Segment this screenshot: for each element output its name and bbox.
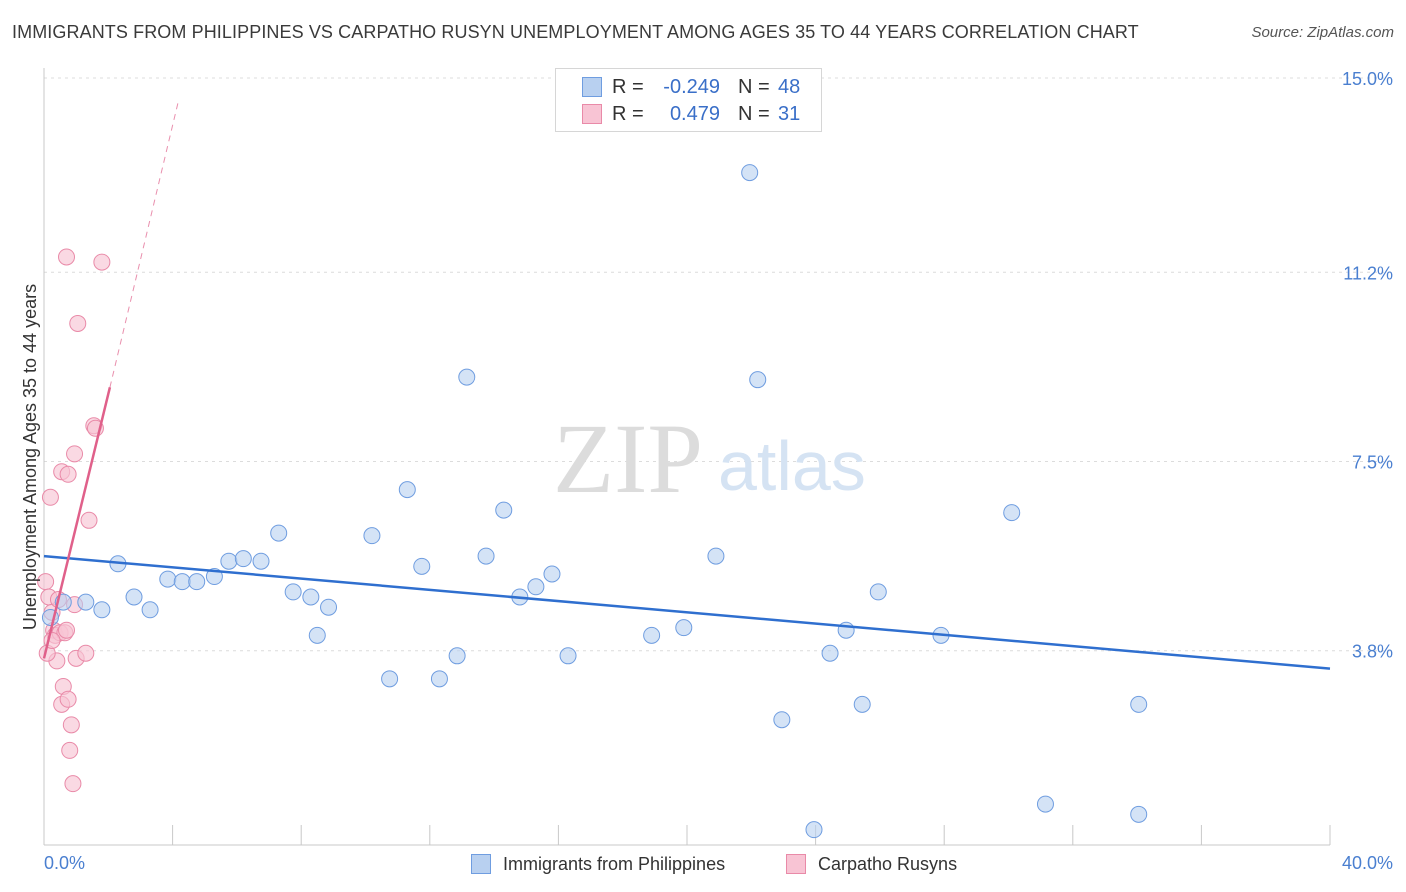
rusyn-point [59,465,77,483]
philippines-point [543,565,561,583]
rusyn-point [62,716,80,734]
philippines-point [188,573,206,591]
philippines-point [869,583,887,601]
philippines-trend-line [43,554,1331,670]
philippines-point [749,371,767,389]
philippines-point [234,550,252,568]
y-tick-label: 3.8% [1352,642,1393,662]
legend-label-philippines: Immigrants from Philippines [503,853,726,874]
rusyn-point [41,488,59,506]
rusyn-point [69,314,87,332]
rusyn-point [77,644,95,662]
rusyn-point [59,690,77,708]
n-label: N = [738,102,770,125]
philippines-point [853,695,871,713]
rusyns-swatch [786,854,806,874]
y-tick-label: 15.0% [1342,69,1393,89]
rusyn-trend-extension [109,98,180,388]
rusyn-point [64,775,82,793]
n-label: N = [738,75,770,98]
r-label: R = [612,75,644,98]
rusyn-point [93,253,111,271]
philippines-point [707,547,725,565]
series-carpatho-rusyns [37,248,111,793]
philippines-point [173,573,191,591]
rusyn-point [58,248,76,266]
y-tick-label: 11.2% [1343,263,1393,283]
philippines-point [773,711,791,729]
philippines-point [527,578,545,596]
y-axis-label: Unemployment Among Ages 35 to 44 years [20,284,40,630]
rusyn-point [61,741,79,759]
philippines-point [1003,504,1021,522]
philippines-point [320,598,338,616]
series-philippines [41,164,1148,839]
philippines-point [284,583,302,601]
y-tick-label: 7.5% [1352,453,1393,473]
philippines-point [220,552,238,570]
watermark-atlas: atlas [718,427,866,505]
philippines-point [270,524,288,542]
rusyn-point [58,621,76,639]
legend-item-philippines: Immigrants from Philippines [471,852,725,876]
philippines-point [821,644,839,662]
x-tick-label: 0.0% [44,853,85,873]
philippines-point [398,481,416,499]
philippines-point [1036,795,1054,813]
rusyn-point [66,445,84,463]
philippines-point [1130,695,1148,713]
r-label: R = [612,102,644,125]
chart-title: IMMIGRANTS FROM PHILIPPINES VS CARPATHO … [12,22,1139,42]
source-note: Source: ZipAtlas.com [1251,24,1394,41]
watermark: ZIP atlas [553,403,866,514]
philippines-point [675,619,693,637]
philippines-point [308,626,326,644]
legend-row-rusyns: R = 0.479 N = 31 [582,101,800,127]
legend-row-philippines: R = -0.249 N = 48 [582,74,800,100]
philippines-swatch [582,77,602,97]
philippines-point [1130,805,1148,823]
n-value: 31 [778,102,801,125]
philippines-point [741,164,759,182]
philippines-point [302,588,320,606]
philippines-point [141,601,159,619]
r-value: 0.479 [669,102,720,125]
philippines-point [413,557,431,575]
philippines-point [643,626,661,644]
legend-item-rusyns: Carpatho Rusyns [786,852,957,876]
trend-lines [42,98,1331,670]
philippines-point [448,647,466,665]
philippines-point [252,552,270,570]
philippines-point [477,547,495,565]
axes [43,68,1331,846]
r-value: -0.249 [663,75,720,98]
rusyns-swatch [582,104,602,124]
philippines-point [559,647,577,665]
philippines-point [495,501,513,519]
philippines-point [93,601,111,619]
philippines-point [430,670,448,688]
n-value: 48 [778,75,801,98]
correlation-legend: R = -0.249 N = 48 R = 0.479 N = 31 [555,68,822,132]
rusyn-point [80,511,98,529]
watermark-zip: ZIP [553,403,703,514]
philippines-point [458,368,476,386]
legend-label-rusyns: Carpatho Rusyns [818,853,958,874]
philippines-point [381,670,399,688]
gridlines [44,77,1395,652]
philippines-point [125,588,143,606]
philippines-point [805,821,823,839]
philippines-point [159,570,177,588]
philippines-point [363,527,381,545]
philippines-point [77,593,95,611]
philippines-swatch [471,854,491,874]
rusyn-point [37,573,55,591]
x-tick-label: 40.0% [1342,853,1393,873]
rusyn-trend-line [42,387,112,659]
tick-labels: 3.8% 7.5% 11.2% 15.0% 0.0% 40.0% [44,69,1393,873]
